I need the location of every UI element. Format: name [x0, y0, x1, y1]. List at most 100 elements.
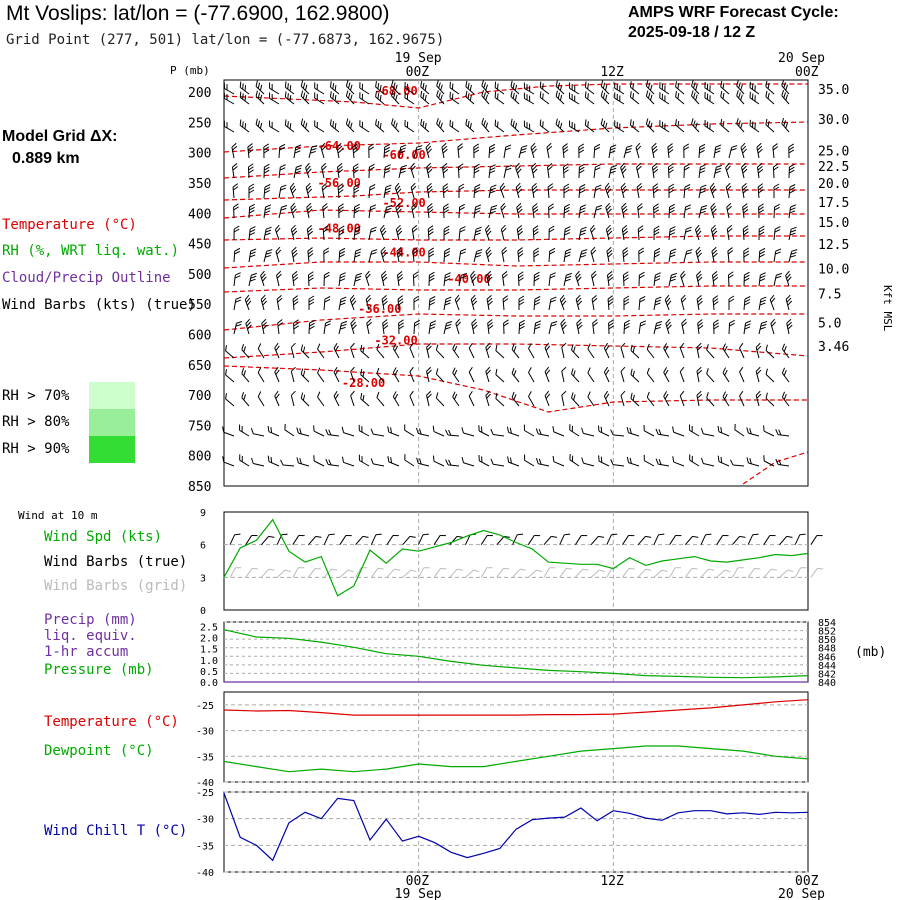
wind-barb-flag — [290, 202, 296, 208]
pressure-tick-label: 850 — [188, 480, 211, 495]
wind-barb-flag — [623, 271, 629, 276]
wind-barb-flag — [445, 299, 452, 303]
wind-barb-flag — [249, 209, 255, 214]
wind-barb-flag — [531, 165, 537, 171]
wind-barb-staff — [538, 433, 550, 437]
wind-barb-flag — [361, 93, 363, 100]
wind-barb-flag — [355, 275, 362, 279]
wind-barb-flag — [340, 323, 347, 327]
wind-barb-flag — [384, 143, 391, 148]
upper-wind-barb — [516, 225, 524, 241]
wind-barb-flag — [710, 202, 716, 208]
upper-wind-barb — [284, 81, 295, 95]
upper-wind-barb — [250, 428, 265, 437]
wind-barb-flag — [532, 185, 538, 191]
wind-barb-staff — [290, 395, 295, 407]
wind-barb-flag — [683, 146, 690, 151]
wind-barb-flag — [774, 226, 781, 230]
wind-barb-flag — [785, 270, 790, 276]
wind-barb-flag — [366, 321, 372, 327]
upper-wind-barb — [581, 427, 595, 437]
wind-barb-flag — [338, 206, 344, 211]
wind-barb-staff — [410, 167, 415, 179]
wind-barb-flag — [773, 163, 779, 168]
wind-barb-flag — [550, 296, 557, 300]
pressure-tick-label: 750 — [188, 419, 211, 434]
wind-barb-flag — [338, 189, 344, 194]
wind-barb-flag — [399, 150, 406, 154]
upper-wind-barb — [546, 163, 553, 179]
wind-barb-flag — [428, 228, 434, 233]
upper-wind-barb — [763, 425, 775, 437]
wind-barb-flag — [757, 148, 763, 154]
upper-wind-barb — [528, 391, 535, 407]
upper-wind-barb — [293, 319, 299, 335]
upper-wind-barb — [441, 142, 448, 159]
wind-barb-flag — [474, 166, 480, 171]
wind-barb-flag — [255, 80, 258, 87]
upper-wind-barb — [488, 143, 496, 159]
wind-barb-flag — [668, 186, 675, 191]
wind-barb-flag — [622, 247, 628, 252]
wind-barb-flag — [353, 166, 359, 171]
wind-barb-flag — [661, 569, 668, 573]
upper-wind-barb — [494, 81, 505, 95]
sfc-wind-barb-grid — [731, 567, 744, 578]
upper-wind-barb — [370, 458, 385, 467]
wind-barb-staff — [223, 461, 235, 467]
wind-barb-flag — [308, 274, 314, 279]
wind-barb-flag — [235, 296, 242, 300]
wind-barb-staff — [700, 568, 709, 578]
upper-wind-barb — [603, 342, 610, 359]
precip-tick: 2.5 — [200, 622, 218, 633]
upper-wind-barb — [443, 225, 450, 241]
upper-wind-barb — [653, 203, 659, 219]
wind-barb-flag — [699, 146, 705, 151]
wind-barb-flag — [511, 367, 515, 374]
wind-barb-flag — [675, 567, 681, 569]
wind-barb-flag — [355, 251, 361, 255]
wind-barb-staff — [317, 372, 325, 383]
wind-barb-flag — [727, 247, 733, 252]
wind-barb-flag — [697, 276, 703, 282]
kft-tick-label: 7.5 — [818, 287, 841, 302]
upper-wind-barb — [698, 184, 707, 199]
wind-barb-staff — [630, 350, 640, 359]
wind-barb-staff — [308, 568, 316, 578]
wind-barb-flag — [619, 95, 621, 102]
wind-barb-staff — [587, 372, 595, 383]
wind-barb-staff — [630, 96, 640, 105]
pressure-tick-label: 800 — [188, 450, 211, 465]
wind-barb-staff — [223, 431, 235, 437]
upper-wind-barb — [257, 343, 265, 359]
wind-barb-flag — [442, 163, 448, 168]
upper-wind-barb — [461, 457, 475, 467]
wind-barb-flag — [474, 210, 481, 214]
upper-wind-barb — [713, 144, 722, 159]
wind-barb-flag — [490, 428, 494, 435]
wind-barb-flag — [710, 224, 716, 230]
wind-barb-staff — [669, 567, 676, 578]
upper-wind-barb — [552, 426, 565, 437]
wind-barb-flag — [424, 94, 427, 101]
wind-barb-flag — [756, 369, 762, 375]
wind-barb-flag — [315, 535, 322, 538]
upper-wind-barb — [659, 82, 670, 95]
wind-barb-flag — [683, 143, 690, 148]
upper-wind-barb — [404, 81, 415, 95]
wind-barb-flag — [544, 342, 550, 349]
wind-barb-flag — [533, 228, 539, 233]
wind-barb-flag — [249, 226, 256, 230]
wind-barb-flag — [324, 271, 330, 276]
upper-wind-barb — [736, 90, 745, 105]
wind-barb-flag — [539, 91, 542, 98]
wind-barb-flag — [725, 162, 730, 168]
upper-wind-barb — [668, 183, 675, 198]
wind-barb-flag — [671, 272, 677, 276]
wind-barb-flag — [548, 203, 554, 208]
wind-barb-flag — [349, 294, 355, 300]
wind-barb-flag — [395, 224, 401, 230]
upper-wind-barb — [706, 344, 715, 359]
wind-barb-flag — [481, 79, 485, 86]
wind-barb-flag — [550, 299, 557, 303]
